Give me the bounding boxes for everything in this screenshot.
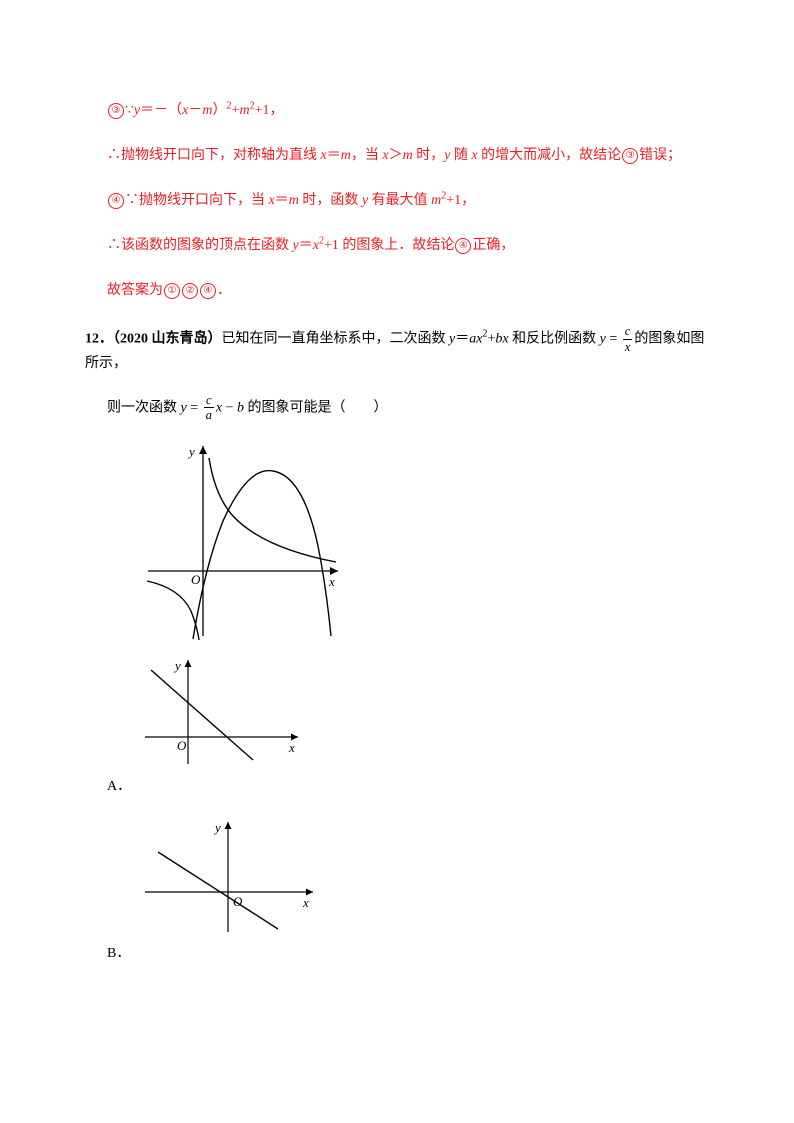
svg-text:x: x xyxy=(302,895,309,910)
option-a-label: A． xyxy=(107,776,709,798)
svg-text:x: x xyxy=(288,740,295,755)
explain-3-line-1: ③∵y＝－（x－m）2+m2+1， xyxy=(107,100,709,121)
circled-3b: ③ xyxy=(622,148,638,164)
svg-text:O: O xyxy=(177,738,187,753)
option-b-graph: O x y xyxy=(133,814,709,939)
svg-text:y: y xyxy=(187,444,195,459)
circled-3: ③ xyxy=(108,103,124,119)
svg-text:x: x xyxy=(328,574,335,589)
option-a-graph: O x y xyxy=(133,652,709,772)
explain-3-line-2: ∴抛物线开口向下，对称轴为直线 x＝m，当 x＞m 时，y 随 x 的增大而减小… xyxy=(107,145,709,166)
svg-text:y: y xyxy=(213,820,221,835)
question-12: 12．（2020 山东青岛）已知在同一直角坐标系中，二次函数 y＝ax2+bx … xyxy=(85,325,709,376)
option-b-label: B． xyxy=(107,943,709,965)
svg-text:y: y xyxy=(173,658,181,673)
circled-4b: ④ xyxy=(455,238,471,254)
main-graph: O x y xyxy=(133,436,709,646)
question-12-sub: 则一次函数 y = cax − b 的图象可能是（ ） xyxy=(107,394,709,422)
svg-text:O: O xyxy=(233,894,243,909)
circled-4: ④ xyxy=(108,193,124,209)
answer-line: 故答案为①②④． xyxy=(107,280,709,301)
explain-4-line-1: ④∵抛物线开口向下，当 x＝m 时，函数 y 有最大值 m2+1， xyxy=(107,190,709,211)
svg-text:O: O xyxy=(191,572,201,587)
explain-4-line-2: ∴该函数的图象的顶点在函数 y＝x2+1 的图象上．故结论④正确， xyxy=(107,235,709,256)
